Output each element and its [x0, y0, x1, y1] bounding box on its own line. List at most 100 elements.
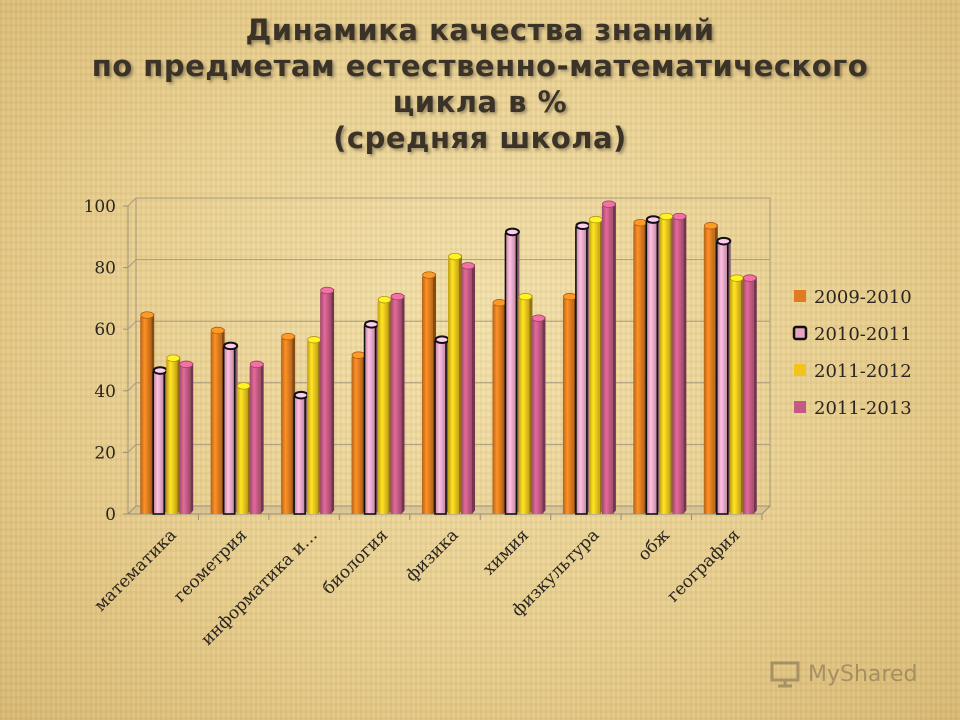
- bar: [377, 301, 389, 514]
- bar: [531, 319, 543, 514]
- y-tick-label: 20: [94, 443, 116, 463]
- bar-top: [377, 295, 392, 304]
- bar: [320, 292, 332, 514]
- bar-top: [307, 336, 322, 344]
- legend-label: 2010-2011: [814, 324, 912, 345]
- bar-top: [504, 227, 520, 237]
- bar-top: [531, 314, 546, 322]
- bar-top: [716, 236, 732, 246]
- bar: [434, 340, 447, 515]
- bar-top: [152, 366, 168, 375]
- x-category-label: химия: [479, 525, 533, 579]
- bar: [518, 298, 530, 514]
- bar: [222, 346, 236, 515]
- bar-top: [140, 311, 155, 319]
- bar-side: [683, 214, 687, 514]
- x-category-label: география: [663, 525, 744, 606]
- bar-top: [729, 274, 744, 282]
- watermark-text: MyShared: [808, 661, 918, 687]
- bar: [140, 316, 152, 514]
- bar-top: [672, 212, 687, 221]
- y-tick-label: 60: [94, 320, 116, 340]
- bar-top: [742, 274, 757, 282]
- legend-swatch: [792, 325, 808, 341]
- title-line-1: Динамика качества знаний: [245, 13, 715, 47]
- bar-side: [612, 202, 616, 514]
- bar-top: [461, 262, 475, 270]
- bar: [448, 258, 459, 514]
- bar: [363, 325, 377, 515]
- bar: [422, 276, 433, 514]
- legend-swatch: [794, 401, 806, 413]
- bar-top: [659, 212, 674, 221]
- bar: [601, 206, 613, 514]
- bar-top: [588, 215, 603, 224]
- legend-label: 2009-2010: [814, 287, 912, 308]
- bar: [659, 218, 671, 514]
- bar: [390, 298, 402, 514]
- bar: [703, 227, 715, 514]
- bar: [249, 366, 261, 514]
- title-line-4: (средняя школа): [333, 121, 627, 155]
- bar-top: [422, 271, 436, 279]
- bar-top: [179, 360, 194, 369]
- watermark: MyShared: [770, 656, 917, 692]
- bar-top: [236, 382, 251, 390]
- y-tick-label: 100: [84, 197, 116, 217]
- bar-top: [249, 360, 264, 369]
- bar: [236, 387, 248, 514]
- bar-side: [542, 316, 546, 514]
- bar: [351, 356, 363, 514]
- bar-top: [166, 354, 181, 362]
- bar: [166, 360, 178, 514]
- bar-top: [703, 222, 718, 230]
- legend-label: 2011-2012: [814, 361, 912, 382]
- bar-top: [492, 299, 507, 307]
- x-category-label: физика: [402, 525, 463, 586]
- bar-top: [448, 252, 462, 261]
- title-line-3: цикла в %: [392, 85, 568, 119]
- bar-side: [190, 362, 194, 514]
- bar: [562, 298, 574, 514]
- x-category-label: информатика и…: [197, 525, 321, 649]
- bar-top: [390, 292, 405, 301]
- bar-top: [364, 320, 380, 329]
- presentation-icon: [770, 661, 800, 688]
- bar: [645, 220, 659, 515]
- bar: [633, 224, 645, 515]
- bar-top: [223, 341, 239, 351]
- bar-side: [331, 288, 335, 514]
- y-tick-label: 0: [105, 505, 116, 525]
- title-line-2: по предметам естественно-математического: [91, 49, 869, 83]
- legend-swatch: [794, 364, 806, 376]
- bar: [307, 341, 319, 514]
- bar-side: [260, 362, 264, 514]
- x-category-label: биология: [319, 525, 392, 598]
- gridline: [127, 197, 770, 207]
- bar-side: [401, 294, 405, 514]
- bar: [575, 226, 588, 515]
- bar-top: [434, 335, 450, 345]
- bar-side: [753, 276, 757, 514]
- bar-top: [601, 200, 616, 208]
- bar: [492, 304, 504, 514]
- bar: [672, 218, 684, 514]
- chart-title: Динамика качества знаний по предметам ес…: [60, 12, 900, 156]
- gridline: [127, 320, 770, 330]
- bar: [152, 371, 166, 515]
- legend-swatch: [794, 290, 806, 302]
- bar: [179, 366, 191, 514]
- gridline: [127, 382, 770, 392]
- bar-top: [293, 390, 309, 400]
- bar-top: [281, 332, 296, 341]
- bar: [461, 267, 472, 514]
- bar: [729, 279, 741, 514]
- legend-label: 2011-2013: [814, 398, 912, 419]
- bar: [281, 338, 293, 514]
- bar-top: [518, 292, 533, 301]
- bar: [588, 221, 600, 514]
- bar: [504, 232, 518, 515]
- bar-side: [472, 264, 475, 514]
- gridline: [127, 259, 770, 268]
